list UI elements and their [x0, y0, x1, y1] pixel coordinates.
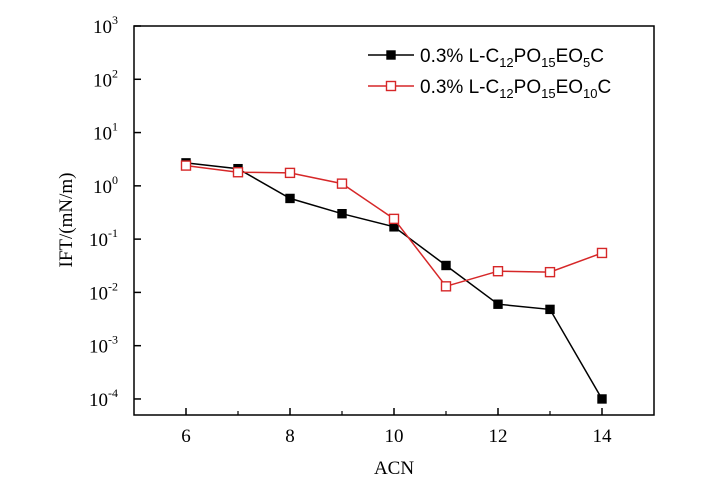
y-tick-exponent: -1 [108, 226, 118, 240]
data-point-series-1 [545, 304, 555, 315]
y-tick-exponent: -2 [108, 279, 118, 293]
y-tick-label: 10-4 [89, 386, 118, 411]
legend-marker-1 [386, 50, 396, 60]
series-layer [180, 158, 608, 404]
legend-subscript: 12 [499, 55, 513, 70]
data-point-series-2 [544, 266, 556, 278]
x-tick-label: 8 [285, 426, 295, 447]
data-point-series-2 [284, 167, 296, 179]
data-point-series-2 [596, 247, 608, 259]
data-point-series-1 [441, 260, 451, 271]
y-tick-base: 10 [93, 177, 112, 198]
legend-subscript: 12 [499, 86, 513, 101]
data-point-series-2 [232, 167, 244, 178]
data-point-series-2 [388, 213, 400, 225]
legend-label-1: 0.3% L-C12PO15EO5C [420, 46, 604, 70]
y-tick-base: 10 [93, 124, 112, 145]
legend-text-part: C [590, 46, 604, 67]
y-tick-label: 103 [93, 13, 118, 38]
legend-subscript: 5 [583, 55, 590, 70]
y-tick-label: 102 [93, 66, 118, 91]
legend-text-part: 0.3% L-C [420, 77, 499, 98]
y-tick-exponent: -3 [108, 333, 118, 347]
y-axis-label: IFT/(mN/m) [56, 173, 77, 268]
y-tick-base: 10 [93, 70, 112, 91]
y-tick-label: 100 [93, 173, 118, 198]
data-point-series-2 [492, 265, 504, 277]
y-tick-label: 101 [93, 120, 118, 145]
y-tick-exponent: 0 [112, 173, 118, 187]
legend-text-part: PO [514, 77, 541, 98]
legend-text-part: PO [514, 46, 541, 67]
x-tick-label: 10 [385, 426, 404, 447]
legend-subscript: 15 [541, 86, 555, 101]
y-tick-base: 10 [89, 390, 108, 411]
y-tick-exponent: 2 [112, 66, 118, 80]
series-line-1 [185, 162, 603, 400]
legend-text-part: C [598, 77, 612, 98]
legend-label-2: 0.3% L-C12PO15EO10C [420, 77, 611, 101]
y-tick-base: 10 [93, 17, 112, 38]
legend-subscript: 15 [541, 55, 555, 70]
y-tick-base: 10 [89, 337, 108, 358]
x-tick-label: 12 [489, 426, 508, 447]
data-point-series-2 [180, 160, 192, 171]
data-point-series-1 [597, 394, 607, 404]
legend-text-part: 0.3% L-C [420, 46, 499, 67]
y-tick-base: 10 [89, 230, 108, 251]
x-tick-label: 6 [181, 426, 191, 447]
legend-text-part: EO [556, 77, 583, 98]
data-point-series-2 [336, 178, 348, 189]
data-point-series-1 [285, 193, 295, 204]
data-point-series-1 [337, 208, 347, 219]
y-tick-label: 10-2 [89, 279, 118, 304]
legend-subscript: 10 [583, 86, 597, 101]
y-tick-exponent: 1 [112, 120, 118, 134]
legend-marker-2 [385, 80, 397, 92]
y-tick-label: 10-3 [89, 333, 118, 358]
data-point-series-1 [493, 299, 503, 309]
data-point-series-2 [440, 281, 452, 292]
y-tick-label: 10-1 [89, 226, 118, 251]
y-tick-exponent: 3 [112, 13, 118, 27]
y-tick-exponent: -4 [108, 386, 118, 400]
legend-text-part: EO [556, 46, 583, 67]
y-tick-base: 10 [89, 283, 108, 304]
x-axis-label: ACN [374, 458, 414, 479]
x-axis-ticks: 6 8 10 12 14 [181, 408, 612, 447]
x-tick-label: 14 [593, 426, 613, 447]
